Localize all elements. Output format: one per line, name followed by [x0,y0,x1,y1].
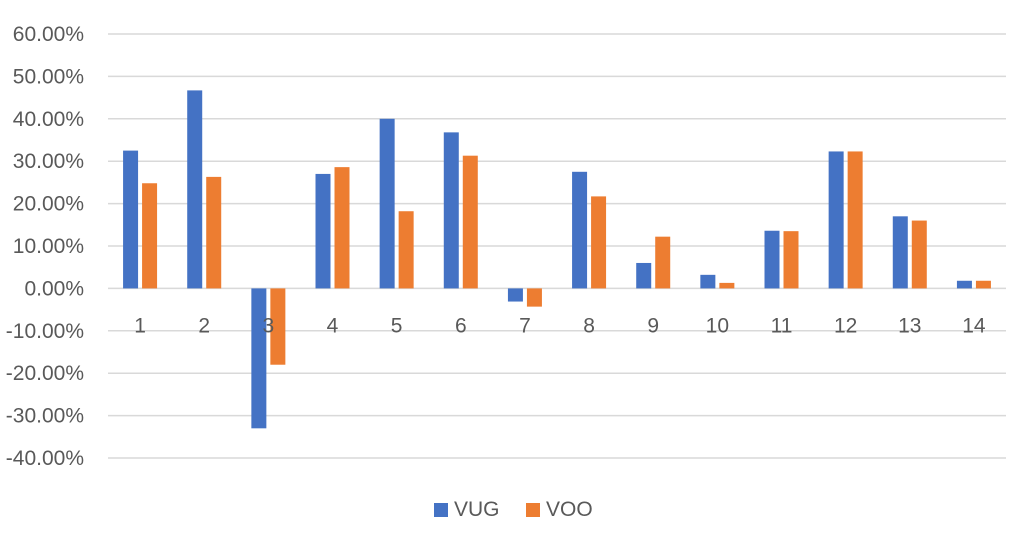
x-tick-label: 3 [263,314,275,337]
x-tick-label: 14 [962,314,986,337]
bars [123,90,991,429]
y-tick-label: -20.00% [6,362,84,385]
y-tick-label: 20.00% [13,193,84,216]
legend-swatch-vug [434,503,448,517]
y-tick-label: 0.00% [24,277,84,300]
legend: VUG VOO [434,498,593,521]
y-tick-label: -10.00% [6,320,84,343]
x-tick-label: 5 [391,314,403,337]
bar-voo-6 [462,155,478,289]
bar-vug-6 [443,132,459,289]
bar-voo-3 [270,288,286,365]
x-tick-label: 13 [898,314,921,337]
legend-swatch-voo [526,503,540,517]
x-tick-label: 4 [327,314,339,337]
x-tick-label: 12 [834,314,857,337]
y-tick-label: 60.00% [13,23,84,46]
bar-voo-11 [783,231,799,289]
bar-voo-5 [398,211,414,289]
bar-vug-10 [700,274,716,289]
bar-vug-12 [828,151,844,289]
y-tick-label: 50.00% [13,65,84,88]
y-tick-label: -30.00% [6,405,84,428]
bar-voo-10 [719,282,735,289]
bar-vug-11 [764,230,780,289]
bar-vug-7 [507,288,523,302]
bar-vug-4 [315,173,331,289]
x-axis-ticks: 1 2 3 4 5 6 7 8 9 10 11 12 13 14 [134,314,986,337]
bar-voo-12 [847,151,863,289]
x-tick-label: 1 [134,314,146,337]
x-tick-label: 6 [455,314,467,337]
bar-vug-3 [251,288,267,429]
bar-vug-5 [379,118,395,289]
bar-vug-13 [892,216,908,289]
bar-vug-2 [187,90,203,289]
x-tick-label: 2 [198,314,210,337]
bar-voo-9 [655,236,671,289]
x-tick-label: 11 [771,314,793,337]
legend-label-vug: VUG [454,498,500,521]
bar-vug-14 [956,280,972,289]
x-tick-label: 10 [706,314,729,337]
y-axis-ticks: 60.00% 50.00% 40.00% 30.00% 20.00% 10.00% 0.00… [6,23,84,470]
x-tick-label: 7 [519,314,531,337]
bar-vug-9 [636,262,652,289]
bar-voo-2 [206,176,222,289]
bar-voo-1 [142,183,158,289]
x-tick-label: 9 [647,314,659,337]
y-tick-label: 10.00% [13,235,84,258]
bar-voo-8 [591,196,607,289]
bar-voo-13 [911,220,927,289]
bar-voo-4 [334,167,350,289]
bar-voo-7 [526,288,542,307]
gridlines [108,33,1006,459]
bar-vug-1 [123,150,139,289]
y-tick-label: 30.00% [13,150,84,173]
bar-voo-14 [975,280,991,289]
bar-vug-8 [572,171,588,289]
x-tick-label: 8 [583,314,595,337]
legend-label-voo: VOO [546,498,593,521]
y-tick-label: -40.00% [6,447,84,470]
y-tick-label: 40.00% [13,108,84,131]
